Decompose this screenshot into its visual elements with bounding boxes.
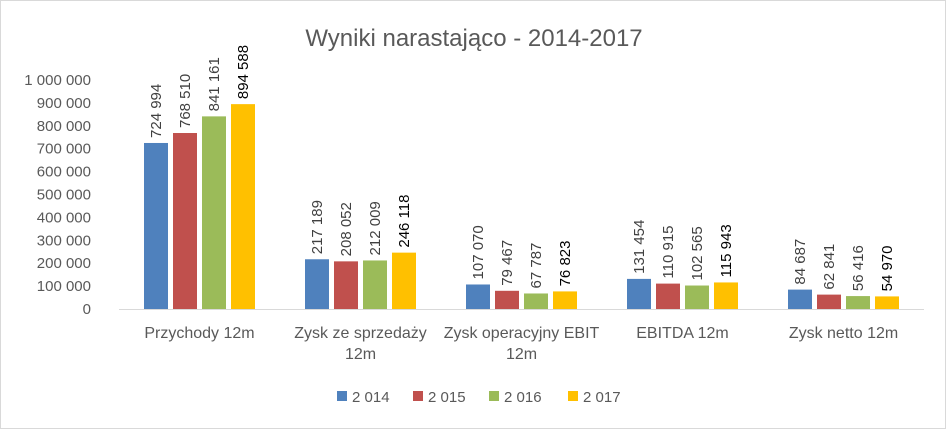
legend-swatch xyxy=(568,391,578,401)
data-label: 212 009 xyxy=(367,201,384,255)
category-label: Zysk ze sprzedaży 12m xyxy=(294,325,426,363)
data-label: 79 467 xyxy=(499,240,516,286)
data-label: 107 070 xyxy=(470,225,487,279)
data-label: 76 823 xyxy=(557,241,574,287)
category-label-line: 12m xyxy=(506,346,537,363)
chart-title: Wyniki narastająco - 2014-2017 xyxy=(305,25,642,52)
data-label: 894 588 xyxy=(235,45,252,99)
bar xyxy=(392,252,416,309)
y-tick-label: 300 000 xyxy=(37,232,91,249)
data-label: 67 787 xyxy=(528,243,545,289)
y-tick-label: 200 000 xyxy=(37,255,91,272)
bar xyxy=(817,294,841,309)
bar xyxy=(788,289,812,309)
category-label-line: Przychody 12m xyxy=(144,325,254,342)
bar xyxy=(714,282,738,309)
y-tick-label: 500 000 xyxy=(37,187,91,204)
y-tick-label: 600 000 xyxy=(37,164,91,181)
legend: 2 014 2 015 2 016 2 017 xyxy=(337,389,621,406)
data-label: 131 454 xyxy=(631,220,648,274)
bar xyxy=(524,293,548,309)
category-label-line: Zysk ze sprzedaży xyxy=(294,325,426,342)
data-label: 724 994 xyxy=(148,84,165,138)
category-label-line: Zysk operacyjny EBIT xyxy=(444,325,600,342)
data-label: 84 687 xyxy=(792,239,809,285)
category-label: Zysk operacyjny EBIT 12m xyxy=(444,325,600,363)
category-label-line: 12m xyxy=(345,346,376,363)
bar xyxy=(202,116,226,309)
legend-label: 2 014 xyxy=(352,389,390,406)
data-label: 102 565 xyxy=(689,226,706,280)
bar xyxy=(875,296,899,309)
data-label: 115 943 xyxy=(718,224,735,277)
bar xyxy=(846,296,870,309)
bar xyxy=(656,283,680,309)
category-label-line: EBITDA 12m xyxy=(636,325,728,342)
y-tick-label: 400 000 xyxy=(37,209,91,226)
data-label: 217 189 xyxy=(309,200,326,254)
legend-label: 2 015 xyxy=(428,389,466,406)
bar xyxy=(144,142,168,309)
category-label-line: Zysk netto 12m xyxy=(789,325,898,342)
legend-swatch xyxy=(489,391,499,401)
bar xyxy=(495,290,519,309)
category-label: Zysk netto 12m xyxy=(789,325,898,342)
bar xyxy=(173,133,197,309)
y-tick-label: 100 000 xyxy=(37,278,91,295)
bar xyxy=(466,284,490,309)
data-label: 62 841 xyxy=(821,244,838,290)
category-label: EBITDA 12m xyxy=(636,325,728,342)
bar xyxy=(305,259,329,309)
bar xyxy=(553,291,577,309)
data-label: 56 416 xyxy=(850,245,867,291)
data-label: 841 161 xyxy=(206,57,223,111)
bar xyxy=(685,285,709,309)
data-label: 768 510 xyxy=(177,74,194,128)
data-labels-group: 724 994 768 510 841 161 894 588 217 189 208 0… xyxy=(148,45,896,292)
y-axis: 0 100 000 200 000 300 000 400 000 500 000 600 … xyxy=(24,72,91,318)
legend-label: 2 016 xyxy=(504,389,542,406)
y-tick-label: 900 000 xyxy=(37,95,91,112)
bars-group xyxy=(144,104,899,310)
bar xyxy=(231,104,255,310)
legend-swatch xyxy=(337,391,347,401)
y-tick-label: 1 000 000 xyxy=(24,72,91,89)
bar xyxy=(363,260,387,309)
y-tick-label: 800 000 xyxy=(37,118,91,135)
y-tick-label: 0 xyxy=(83,301,91,318)
legend-swatch xyxy=(413,391,423,401)
category-label: Przychody 12m xyxy=(144,325,254,342)
bar xyxy=(627,278,651,309)
data-label: 54 970 xyxy=(879,246,896,292)
bar xyxy=(334,261,358,309)
data-label: 208 052 xyxy=(338,202,355,256)
data-label: 246 118 xyxy=(396,195,413,248)
legend-label: 2 017 xyxy=(583,389,621,406)
data-label: 110 915 xyxy=(660,225,677,278)
y-tick-label: 700 000 xyxy=(37,141,91,158)
